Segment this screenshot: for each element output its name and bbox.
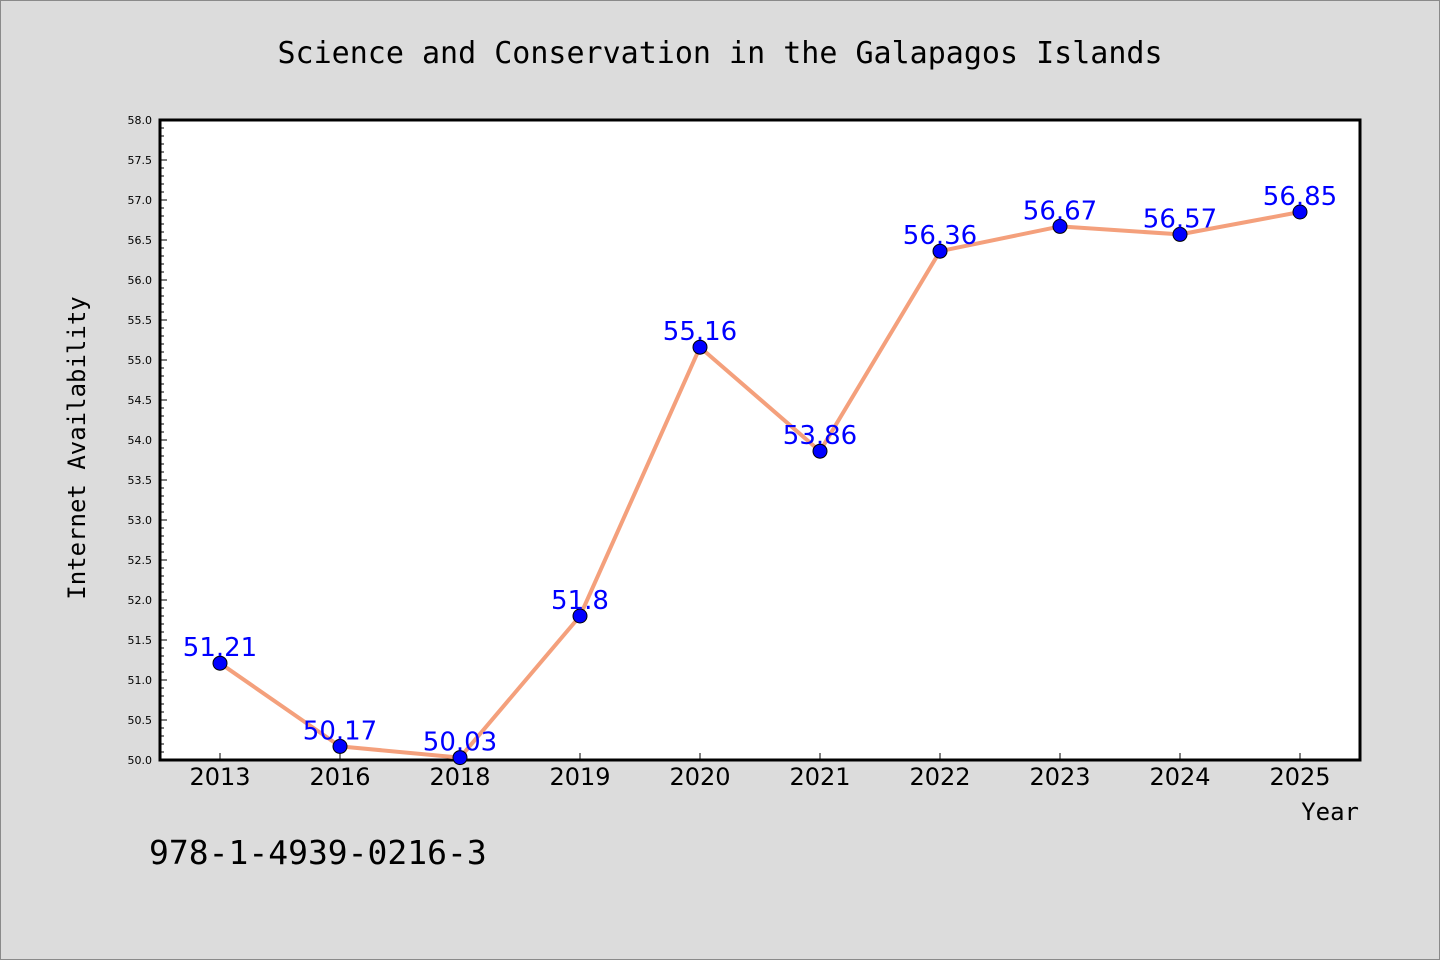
y-tick-label: 52.5 [128, 554, 153, 567]
data-point [1052, 218, 1068, 234]
data-point [572, 608, 588, 624]
y-tick-label: 50.0 [128, 754, 153, 767]
plot-area [158, 118, 1362, 762]
x-tick-label: 2022 [909, 763, 970, 791]
x-tick-label: 2016 [309, 763, 370, 791]
data-label: 50.17 [303, 716, 377, 746]
x-tick-label: 2013 [189, 763, 250, 791]
data-label: 56.85 [1263, 182, 1337, 212]
y-tick-label: 54.0 [128, 434, 153, 447]
data-point [812, 443, 828, 459]
data-label: 50.03 [423, 728, 497, 758]
x-tick-label: 2025 [1269, 763, 1330, 791]
y-axis: 50.0 50.5 51.0 51.5 52.0 52.5 53.0 53.5 54.0 54.5… [128, 114, 167, 767]
data-label: 56.57 [1143, 204, 1217, 234]
y-tick-label: 51.5 [128, 634, 153, 647]
series-line [218, 210, 1302, 760]
isbn-footer: 978-1-4939-0216-3 [149, 833, 487, 872]
y-tick-label: 50.5 [128, 714, 153, 727]
y-tick-label: 53.5 [128, 474, 153, 487]
y-tick-label: 52.0 [128, 594, 153, 607]
y-tick-label: 57.0 [128, 194, 153, 207]
data-point [932, 243, 948, 259]
data-label: 56.36 [903, 221, 977, 251]
series-internet-availability: 51.21 50.17 50.03 51.8 55.16 53.86 56.36 56.67 5… [183, 182, 1337, 766]
y-tick-label: 57.5 [128, 154, 153, 167]
data-label: 51.8 [551, 586, 609, 616]
x-axis-title: Year [1301, 798, 1359, 826]
y-tick-label: 53.0 [128, 514, 153, 527]
y-tick-label: 58.0 [128, 114, 153, 127]
data-label: 55.16 [663, 317, 737, 347]
data-label: 53.86 [783, 421, 857, 451]
data-point [212, 655, 228, 671]
y-axis-title: Internet Availability [63, 296, 91, 599]
data-point [452, 750, 468, 766]
y-tick-label: 51.0 [128, 674, 153, 687]
data-label: 56.67 [1023, 196, 1097, 226]
data-point [1292, 204, 1308, 220]
y-tick-label: 56.5 [128, 234, 153, 247]
x-tick-label: 2020 [669, 763, 730, 791]
x-tick-label: 2018 [429, 763, 490, 791]
chart-title: Science and Conservation in the Galapago… [277, 36, 1162, 71]
data-point [332, 738, 348, 754]
data-label: 51.21 [183, 633, 257, 663]
x-tick-label: 2019 [549, 763, 610, 791]
x-tick-label: 2024 [1149, 763, 1210, 791]
data-point [1172, 226, 1188, 242]
y-tick-label: 54.5 [128, 394, 153, 407]
y-tick-label: 55.0 [128, 354, 153, 367]
data-point [692, 339, 708, 355]
x-axis: 2013 2016 2018 2019 2020 2021 2022 2023 2024 2025 [189, 753, 1331, 791]
y-tick-label: 55.5 [128, 314, 153, 327]
x-tick-label: 2021 [789, 763, 850, 791]
x-tick-label: 2023 [1029, 763, 1090, 791]
y-tick-label: 56.0 [128, 274, 153, 287]
